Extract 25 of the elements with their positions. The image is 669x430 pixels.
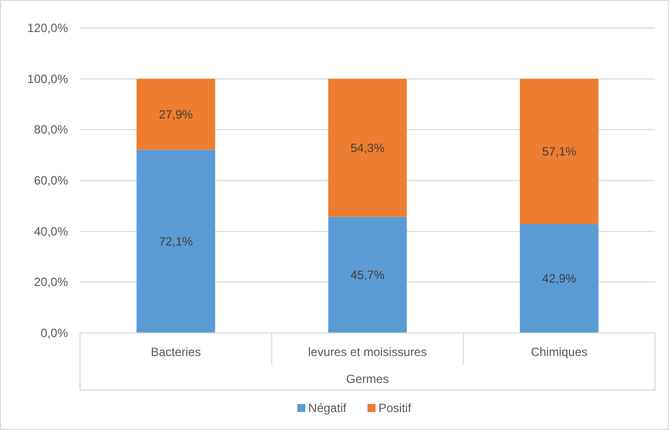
data-label: 57,1% [542,144,577,158]
data-label: 45,7% [350,268,385,282]
data-label: 72,1% [158,234,194,248]
data-label: 42,9% [542,271,577,286]
x-tick-label: levures et moisissures [308,345,427,359]
legend-label: Négatif [308,401,347,415]
y-tick-label: 120,0% [27,21,68,35]
y-tick-label: 60,0% [34,174,68,188]
bar [136,150,216,333]
data-label: 27,9% [158,107,194,122]
bar [136,78,216,150]
bar [328,216,407,333]
data-label: 54,3% [350,140,385,155]
bar [520,224,598,333]
y-tick-label: 0,0% [40,326,68,340]
legend-label: Positif [378,401,412,415]
y-tick-label: 20,0% [34,275,68,290]
y-tick-label: 40,0% [34,224,68,238]
bar [520,78,598,224]
bar [328,78,407,217]
y-tick-label: 80,0% [34,122,68,137]
x-tick-label: Chimiques [530,345,588,359]
x-tick-label: Bacteries [150,345,201,359]
y-tick-label: 100,0% [27,72,68,86]
x-axis-title: Germes [346,372,389,386]
